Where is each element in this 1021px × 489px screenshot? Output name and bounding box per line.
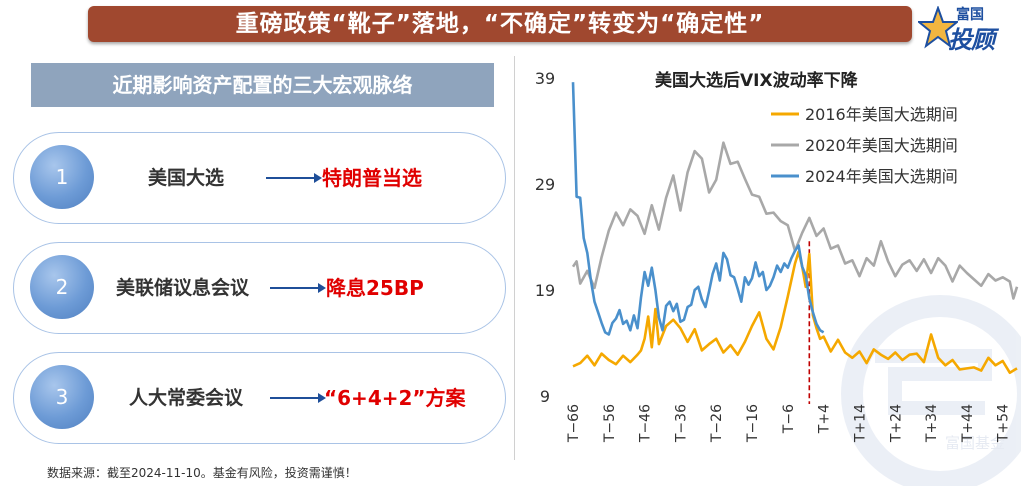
x-tick-label: T+34 — [924, 404, 940, 443]
data-source-note: 数据来源：截至2024-11-10。基金有风险，投资需谨慎！ — [47, 466, 357, 480]
item-number-badge: 3 — [30, 365, 94, 429]
legend-label: 2024年美国大选期间 — [805, 167, 958, 186]
vix-line-chart: 富国基金 美国大选后VIX波动率下降 9 19 29 39 T−66 T−56 T−46 T… — [535, 69, 1021, 486]
arrow-right-icon — [266, 173, 322, 183]
item-result: 特朗普当选 — [322, 166, 422, 190]
y-tick-label: 19 — [535, 281, 555, 300]
x-tick-label: T+4 — [817, 404, 833, 434]
item-label: 美国大选 — [148, 167, 225, 189]
panel-divider — [514, 56, 515, 460]
macro-item-3: 3 人大常委会议 “6+4+2”方案 — [13, 352, 506, 444]
x-tick-label: T−16 — [745, 404, 761, 443]
watermark-text: 富国基金 — [945, 434, 1005, 452]
series-line-3 — [571, 82, 825, 336]
logo-bottom-text: 投顾 — [948, 26, 995, 54]
y-tick-label: 9 — [540, 387, 550, 406]
y-tick-label: 39 — [535, 69, 555, 88]
y-tick-label: 29 — [535, 175, 555, 194]
item-number-badge: 2 — [30, 255, 94, 319]
chart-title: 美国大选后VIX波动率下降 — [655, 70, 859, 91]
x-tick-label: T−36 — [673, 404, 689, 443]
legend-label: 2020年美国大选期间 — [805, 136, 958, 155]
x-tick-label: T−46 — [638, 404, 654, 443]
watermark-logo: 富国基金 — [841, 295, 1021, 486]
item-result: 降息25BP — [326, 276, 424, 300]
macro-item-2: 2 美联储议息会议 降息25BP — [13, 242, 506, 334]
x-tick-label: T−26 — [709, 404, 725, 443]
x-tick-label: T+14 — [852, 404, 868, 443]
item-result: “6+4+2”方案 — [324, 386, 466, 410]
x-tick-label: T+24 — [888, 404, 904, 443]
section-title: 近期影响资产配置的三大宏观脉络 — [31, 63, 494, 107]
page-banner-title: 重磅政策“靴子”落地，“不确定”转变为“确定性” — [88, 6, 912, 42]
arrow-right-icon — [270, 283, 326, 293]
arrow-right-icon — [270, 393, 326, 403]
star-icon — [918, 6, 958, 49]
item-label: 美联储议息会议 — [116, 277, 250, 299]
x-tick-label: T+54 — [996, 404, 1012, 443]
item-number-badge: 1 — [30, 145, 94, 209]
macro-item-1: 1 美国大选 特朗普当选 — [13, 132, 506, 224]
item-label: 人大常委会议 — [129, 387, 244, 409]
x-tick-label: T+44 — [960, 404, 976, 443]
x-tick-label: T−6 — [781, 404, 797, 434]
logo-top-text: 富国 — [956, 7, 984, 23]
series-line-1 — [572, 250, 1018, 375]
x-tick-label: T−56 — [602, 404, 618, 443]
legend-label: 2016年美国大选期间 — [805, 105, 958, 124]
brand-logo: 富国 投顾 — [918, 4, 1018, 54]
x-tick-label: T−66 — [566, 404, 582, 443]
